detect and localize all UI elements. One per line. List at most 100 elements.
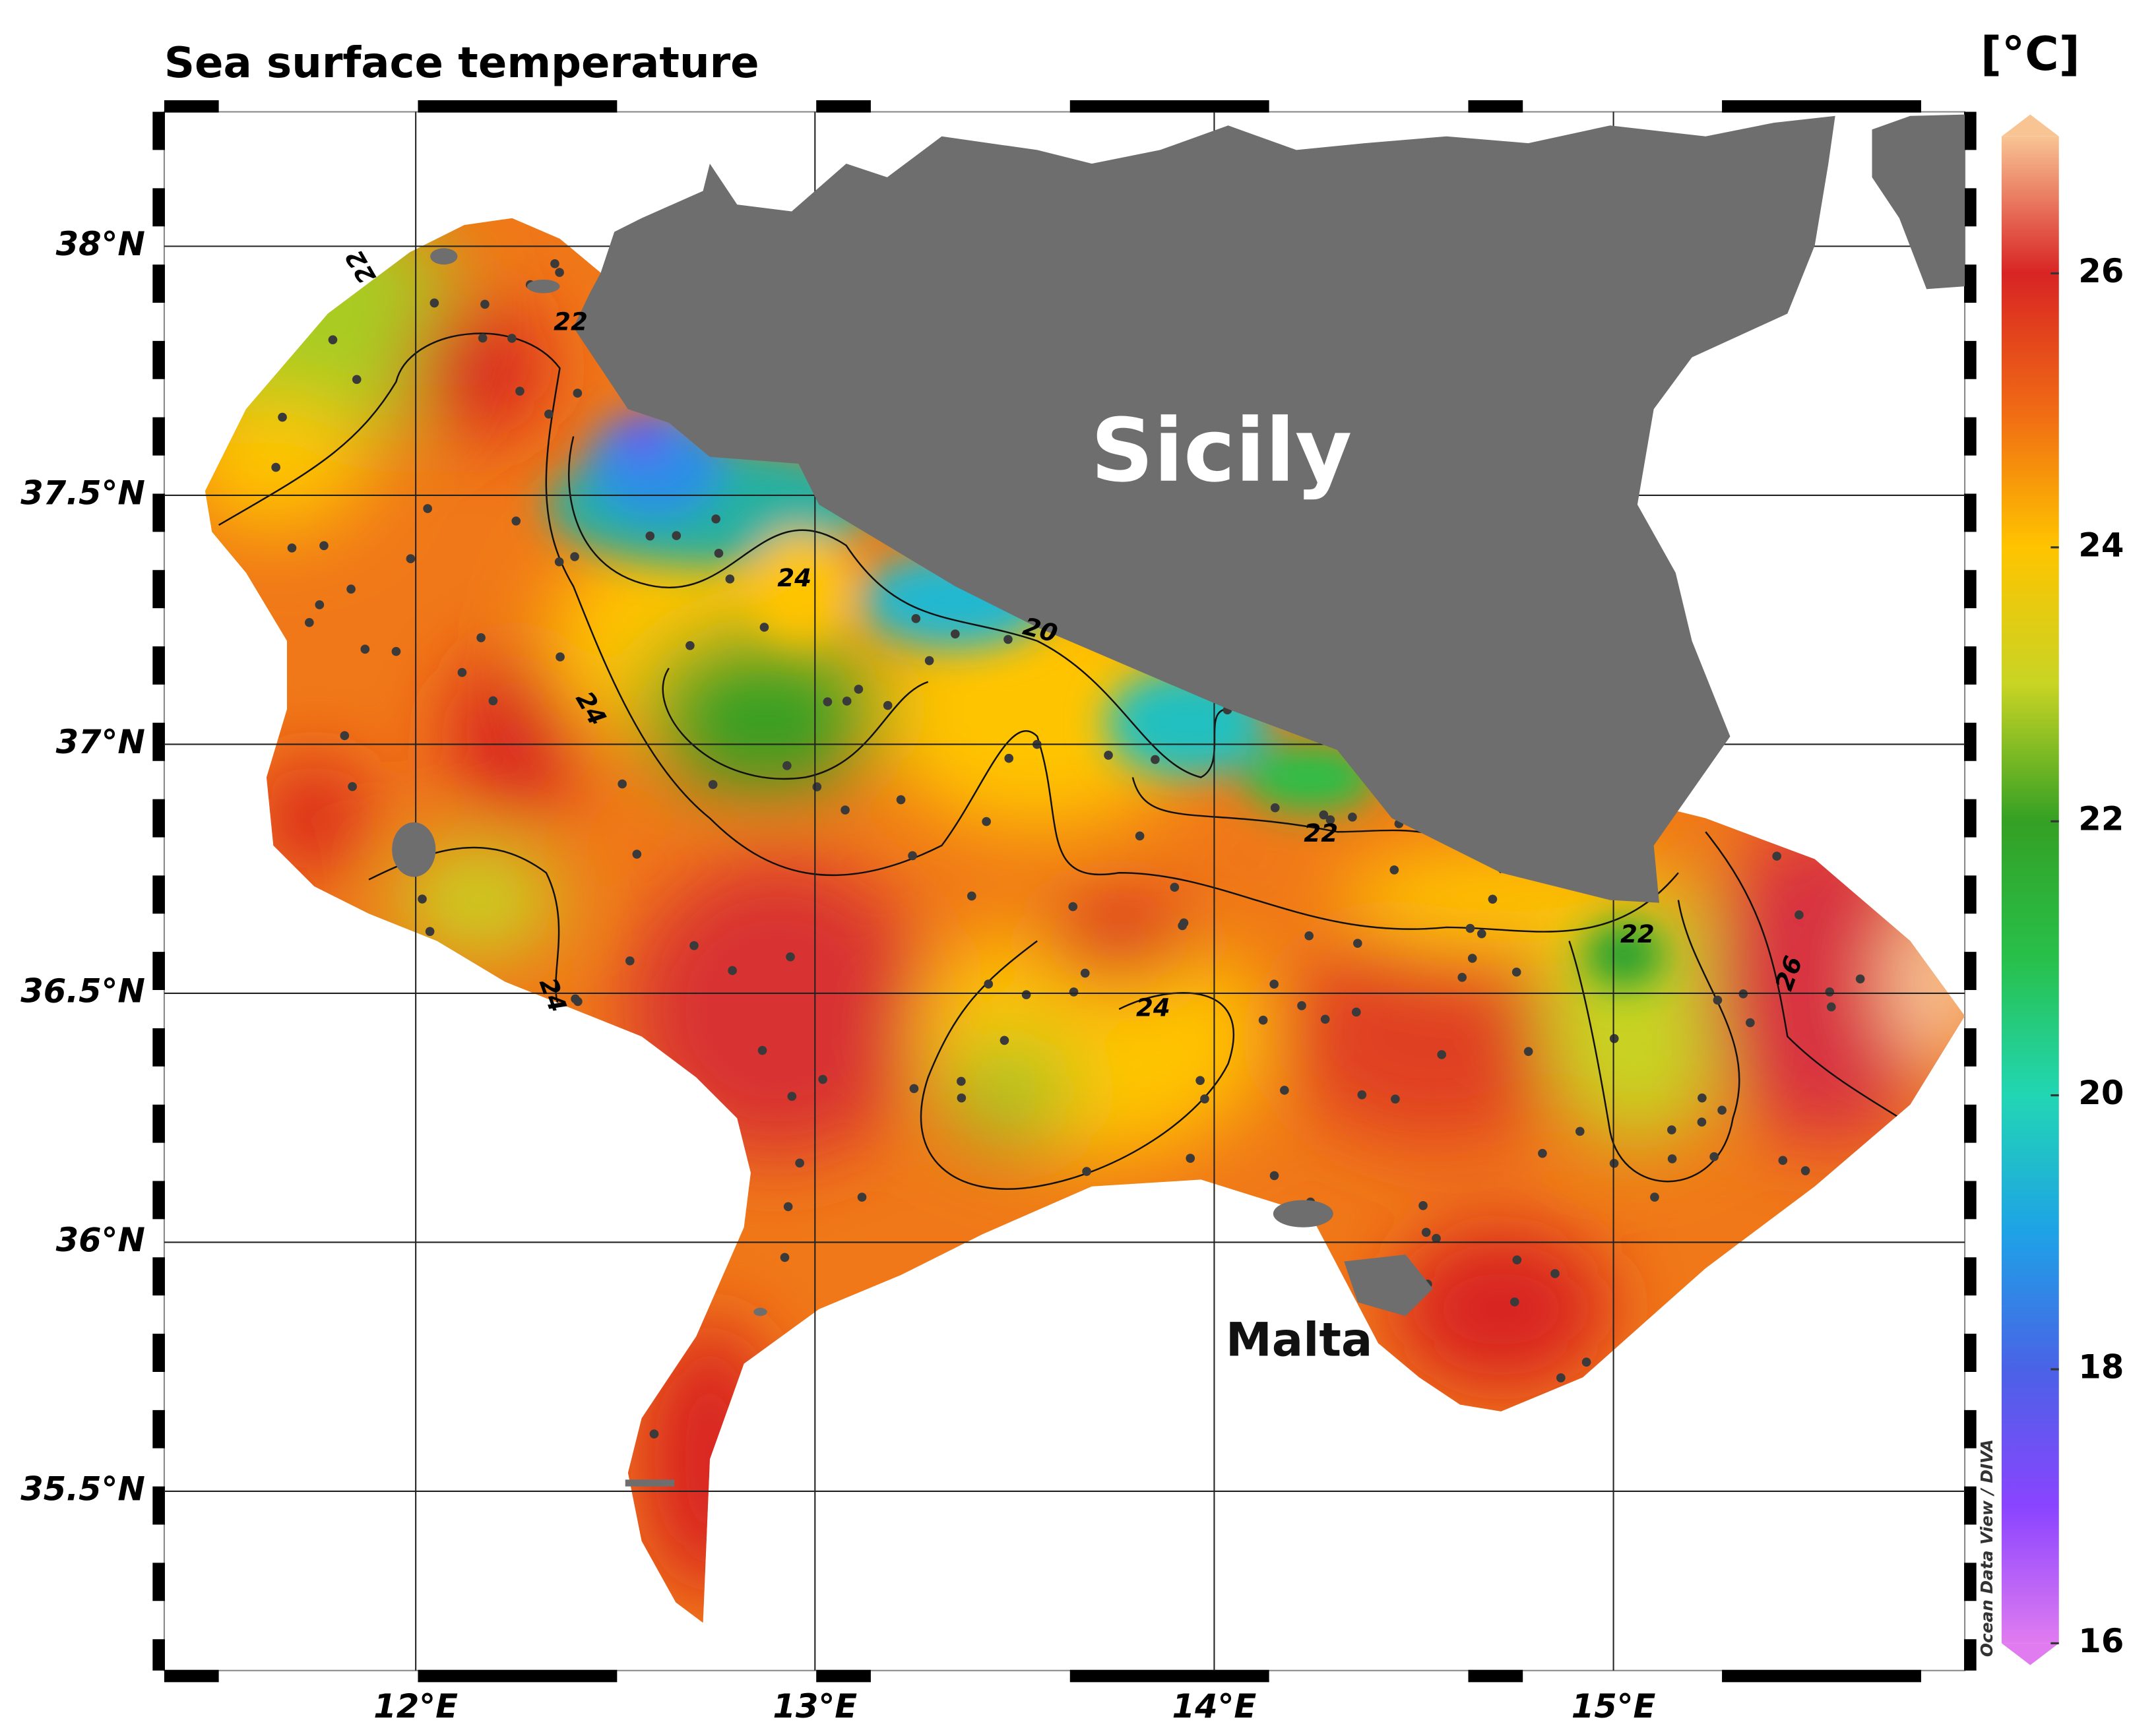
- station: [1512, 1255, 1522, 1264]
- station: [550, 259, 559, 268]
- station: [909, 1084, 919, 1094]
- credit: Ocean Data View / DIVA: [1977, 1439, 1996, 1657]
- station: [1477, 929, 1486, 939]
- station: [1304, 931, 1314, 941]
- lat-tick-label: 37.5°N: [20, 474, 145, 512]
- station: [328, 335, 338, 344]
- contour-label: 22: [1304, 819, 1338, 848]
- station: [425, 927, 435, 937]
- station: [418, 894, 427, 904]
- colorbar-label: [°C]: [1981, 27, 2080, 81]
- station: [1021, 990, 1031, 999]
- station: [544, 409, 554, 419]
- place-label: Malta: [1226, 1313, 1372, 1367]
- station: [1509, 1297, 1519, 1307]
- station: [507, 334, 517, 343]
- station: [570, 552, 579, 561]
- calabria: [1872, 114, 1965, 290]
- station: [1069, 987, 1079, 997]
- station: [908, 851, 917, 861]
- station: [625, 956, 635, 966]
- station: [1348, 812, 1357, 822]
- station: [346, 584, 356, 594]
- station: [857, 1193, 867, 1202]
- station: [841, 805, 850, 815]
- colorbar-tick-label: 26: [2078, 252, 2124, 290]
- station: [854, 685, 864, 694]
- station: [984, 979, 994, 989]
- station: [1697, 1117, 1707, 1127]
- island: [625, 1479, 675, 1487]
- station: [714, 549, 724, 558]
- station: [1170, 883, 1180, 892]
- station: [480, 299, 490, 309]
- station: [391, 646, 401, 656]
- station: [278, 412, 287, 422]
- station: [782, 760, 792, 770]
- station: [515, 387, 524, 396]
- station: [823, 697, 833, 706]
- station: [1200, 1094, 1209, 1103]
- station: [1151, 755, 1160, 764]
- station: [1465, 923, 1475, 933]
- station: [780, 1253, 790, 1262]
- island: [1344, 1255, 1433, 1317]
- station: [488, 696, 498, 706]
- station: [711, 514, 720, 524]
- station: [883, 700, 893, 710]
- land: [392, 114, 1965, 1487]
- station: [1575, 1127, 1585, 1136]
- lon-tick-label: 13°E: [773, 1687, 857, 1725]
- station: [1717, 1105, 1727, 1115]
- station: [319, 541, 329, 551]
- station: [1418, 1201, 1428, 1210]
- station: [1667, 1125, 1676, 1134]
- station: [1667, 1154, 1677, 1163]
- station: [725, 574, 735, 584]
- station: [1550, 1269, 1560, 1278]
- station: [271, 462, 280, 472]
- station: [1432, 1233, 1441, 1243]
- station: [1778, 1156, 1788, 1165]
- station: [1421, 1227, 1431, 1237]
- station: [1269, 1171, 1279, 1181]
- station: [340, 731, 350, 741]
- island: [526, 279, 560, 294]
- station: [1467, 954, 1477, 963]
- station: [1389, 865, 1399, 875]
- station: [911, 614, 921, 623]
- colorbar-tick-label: 18: [2078, 1348, 2124, 1386]
- station: [478, 333, 488, 343]
- station: [786, 952, 795, 962]
- station: [787, 1092, 797, 1101]
- station: [759, 623, 769, 632]
- station: [1325, 815, 1335, 824]
- station: [1650, 1193, 1659, 1202]
- station: [1186, 1154, 1195, 1163]
- station: [1795, 910, 1804, 919]
- lon-tick-label: 14°E: [1172, 1687, 1257, 1725]
- lat-tick-label: 36.5°N: [20, 972, 145, 1010]
- station: [957, 1076, 966, 1086]
- station: [967, 891, 976, 901]
- station: [555, 268, 564, 277]
- station: [645, 531, 655, 541]
- station: [783, 1202, 793, 1212]
- colorbar-cap: [2001, 1643, 2059, 1665]
- station: [982, 817, 991, 826]
- station: [406, 554, 416, 563]
- station: [1003, 635, 1013, 644]
- island: [392, 822, 436, 877]
- colorbar: [2001, 136, 2059, 1644]
- station: [352, 375, 362, 385]
- station: [708, 780, 718, 790]
- station: [1195, 1076, 1205, 1085]
- station: [842, 697, 852, 706]
- contour-label: 24: [1136, 993, 1170, 1022]
- station: [554, 557, 564, 567]
- title: Sea surface temperature: [164, 39, 759, 88]
- station: [951, 629, 960, 638]
- station: [957, 1093, 967, 1103]
- station: [685, 640, 695, 650]
